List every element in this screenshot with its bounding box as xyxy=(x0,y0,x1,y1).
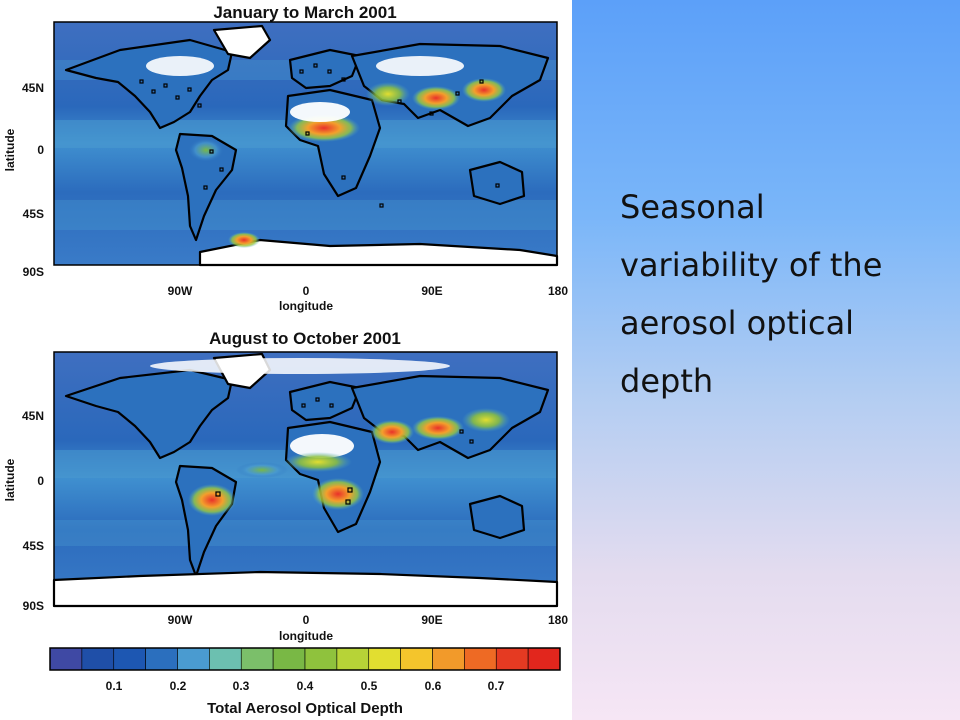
colorbar-tick-0-6: 0.6 xyxy=(425,679,442,693)
map-2-hotspot-south-america xyxy=(188,484,236,516)
map-2-australia xyxy=(468,494,526,540)
colorbar-swatch xyxy=(464,647,497,671)
map-1-lon-tick-90e: 90E xyxy=(421,284,442,298)
map-1-hotspot-south-asia xyxy=(412,86,460,110)
map-2-hotspot-atlantic-plume xyxy=(236,462,288,478)
colorbar-swatch xyxy=(113,647,146,671)
map-2-hotspot-east-asia xyxy=(462,408,510,432)
map-1-frame xyxy=(53,21,558,266)
map-1-hotspot-sahara xyxy=(290,102,350,122)
colorbar-swatches xyxy=(49,647,561,671)
map-2-y-axis-label: latitude xyxy=(3,458,17,501)
map-1-lon-tick-90w: 90W xyxy=(168,284,193,298)
colorbar-swatch xyxy=(400,647,433,671)
colorbar-tick-0-7: 0.7 xyxy=(488,679,505,693)
colorbar-swatch xyxy=(495,647,529,671)
colorbar-swatch xyxy=(240,647,274,671)
map-2-lon-tick-90w: 90W xyxy=(168,613,193,627)
map-1-lon-tick-180: 180 xyxy=(548,284,568,298)
colorbar-tick-0-3: 0.3 xyxy=(233,679,250,693)
colorbar-swatch xyxy=(336,647,370,671)
map-1-hotspot-asia-snow xyxy=(376,56,464,76)
map-2-frame xyxy=(53,351,558,607)
map-2-hotspot-sahara xyxy=(290,434,354,458)
map-1-station-markers xyxy=(139,63,500,208)
map-1-australia xyxy=(468,160,526,206)
colorbar-frame xyxy=(49,647,561,671)
colorbar-swatch xyxy=(527,647,561,671)
map-1-y-axis-label: latitude xyxy=(3,128,17,171)
map-2-antarctica xyxy=(52,570,559,608)
map-1-greenland xyxy=(212,24,272,60)
map-2-europe xyxy=(288,380,362,422)
map-2-hotspot-south-asia xyxy=(412,416,464,440)
map-1-x-axis-label: longitude xyxy=(279,299,333,313)
map-1-lat-tick-90s: 90S xyxy=(23,265,44,279)
map-2-lon-tick-0: 0 xyxy=(303,613,310,627)
map-aug-oct: August to October 2001 xyxy=(3,329,568,643)
colorbar-swatch xyxy=(304,647,338,671)
map-1-lat-tick-45n: 45N xyxy=(22,81,44,95)
colorbar-swatch xyxy=(81,647,115,671)
map-2-title: August to October 2001 xyxy=(209,329,401,348)
map-2-hotspot-southern-africa xyxy=(312,478,364,510)
colorbar-swatch xyxy=(209,647,242,671)
map-1-hotspot-east-asia xyxy=(462,78,506,102)
map-2-hotspot-sahel xyxy=(284,452,352,472)
colorbar-swatch xyxy=(49,647,83,671)
map-2-lon-tick-180: 180 xyxy=(548,613,568,627)
colorbar-tick-0-4: 0.4 xyxy=(297,679,314,693)
map-2-north-america xyxy=(64,368,234,460)
map-2-lat-tick-90s: 90S xyxy=(23,599,44,613)
colorbar-swatch xyxy=(177,647,210,671)
map-1-hotspot-antarctic-peninsula xyxy=(228,232,260,248)
map-1-lon-tick-0: 0 xyxy=(303,284,310,298)
colorbar-swatch xyxy=(145,647,178,671)
figure-panel: January to March 2001 xyxy=(3,3,569,717)
map-2-hotspot-arctic-snow xyxy=(150,358,450,374)
map-jan-mar: January to March 2001 xyxy=(3,3,568,313)
map-1-lat-tick-45s: 45S xyxy=(23,207,44,221)
map-1-south-band xyxy=(54,200,557,230)
map-1-hotspot-na-snow xyxy=(146,56,214,76)
colorbar-swatch xyxy=(272,647,306,671)
colorbar-tick-0-2: 0.2 xyxy=(170,679,187,693)
map-2-lon-tick-90e: 90E xyxy=(421,613,442,627)
map-2-station-markers xyxy=(215,397,474,505)
map-1-hotspot-middle-east xyxy=(366,82,410,106)
map-2-hotspot-middle-east xyxy=(370,420,414,444)
map-1-south-america xyxy=(174,132,238,242)
map-1-lat-tick-0: 0 xyxy=(37,143,44,157)
map-2-x-axis-label: longitude xyxy=(279,629,333,643)
map-1-title: January to March 2001 xyxy=(213,3,396,22)
colorbar-tick-0-1: 0.1 xyxy=(106,679,123,693)
colorbar-title: Total Aerosol Optical Depth xyxy=(207,700,403,717)
map-2-lat-tick-0: 0 xyxy=(37,474,44,488)
colorbar-swatch xyxy=(368,647,401,671)
colorbar: 0.1 0.2 0.3 0.4 0.5 0.6 0.7 Total Aeroso… xyxy=(49,647,561,717)
slide-caption: Seasonal variability of the aerosol opti… xyxy=(620,188,883,400)
colorbar-tick-0-5: 0.5 xyxy=(361,679,378,693)
map-1-hotspot-south-america xyxy=(188,138,224,162)
colorbar-swatch xyxy=(432,647,465,671)
map-2-lat-tick-45s: 45S xyxy=(23,539,44,553)
map-2-lat-tick-45n: 45N xyxy=(22,409,44,423)
aerosol-figure: January to March 2001 xyxy=(3,3,568,717)
